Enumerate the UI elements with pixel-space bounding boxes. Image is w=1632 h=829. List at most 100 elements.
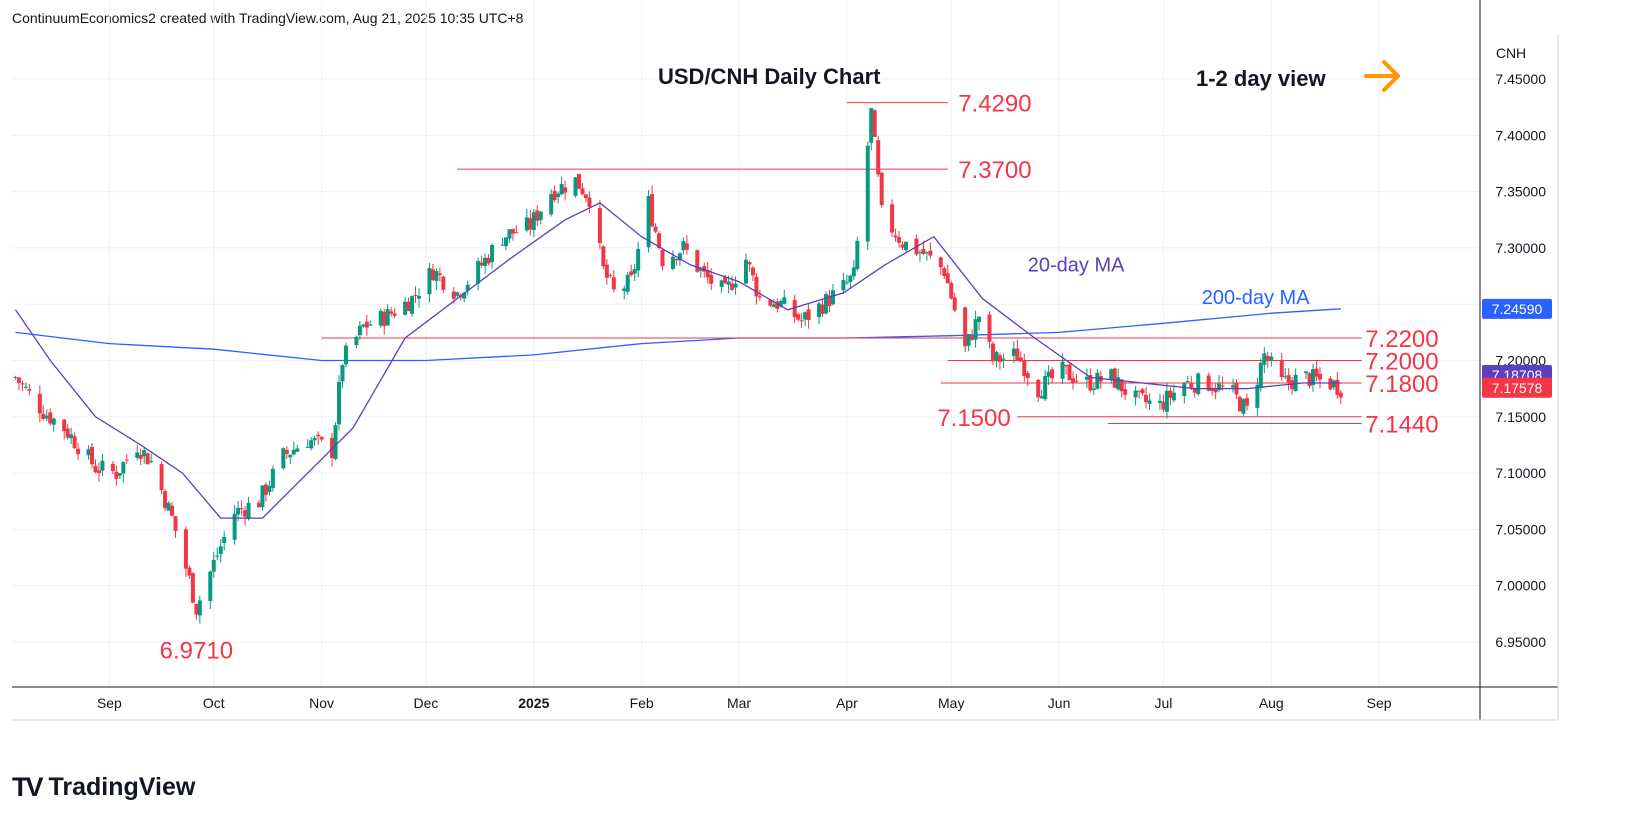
candle-body-115 (573, 177, 578, 196)
candle-body-95 (476, 260, 481, 284)
candle-body-148 (730, 283, 735, 290)
candle-body-215 (1060, 361, 1065, 379)
candle-body-33 (170, 505, 175, 516)
candle-body-258 (1265, 355, 1270, 361)
level-label-2: 7.2200 (1365, 326, 1438, 353)
candle-body-39 (197, 600, 202, 616)
candle-body-126 (625, 274, 630, 292)
candle-body-200 (987, 314, 992, 342)
candle-body-118 (583, 194, 588, 199)
candle-body-172 (848, 275, 853, 282)
y-tick-label-1: 7.00000 (1495, 578, 1546, 594)
candle-body-105 (524, 217, 529, 231)
candle-body-100 (500, 244, 505, 246)
chart-title: USD/CNH Daily Chart (658, 64, 881, 89)
axes-layer: 6.95000 7.00000 7.05000 7.10000 7.15000 7.200… (12, 0, 1559, 721)
candle-body-163 (803, 312, 808, 320)
y-tick-label-0: 6.95000 (1495, 634, 1546, 650)
candle-body-246 (1210, 388, 1215, 391)
candle-body-187 (921, 248, 926, 254)
candle-body-102 (507, 229, 512, 239)
candle-body-239 (1171, 392, 1176, 401)
candle-body-94 (465, 284, 470, 291)
candle-body-15 (86, 449, 91, 456)
candle-body-104 (514, 232, 519, 234)
candle-body-13 (72, 436, 77, 449)
candle-body-158 (778, 301, 783, 307)
candle-body-19 (100, 460, 105, 471)
ma200-layer (15, 308, 1341, 362)
candle-body-27 (142, 450, 147, 457)
candle-body-271 (1331, 380, 1336, 388)
candle-body-145 (719, 280, 724, 288)
candle-body-231 (1137, 390, 1142, 392)
candle-body-259 (1269, 356, 1274, 361)
candle-body-235 (1157, 400, 1162, 404)
candle-body-210 (1036, 379, 1041, 398)
candle-body-165 (817, 303, 822, 318)
candle-body-223 (1095, 372, 1100, 389)
candle-body-203 (997, 355, 1002, 362)
y-tick-label-10: 7.45000 (1495, 71, 1546, 87)
tradingview-brand[interactable]: TV TradingView (12, 772, 195, 803)
candle-body-196 (966, 334, 971, 346)
x-tick-label-9: Jun (1048, 695, 1071, 711)
candle-body-141 (698, 268, 703, 271)
candle-body-249 (1220, 385, 1225, 387)
candle-body-24 (124, 459, 129, 461)
candle-body-40 (208, 571, 213, 601)
candle-body-43 (218, 546, 223, 555)
candle-body-127 (629, 271, 634, 276)
candle-body-255 (1255, 384, 1260, 408)
candle-body-83 (413, 295, 418, 297)
candle-body-25 (135, 452, 140, 458)
candle-body-63 (316, 434, 321, 437)
candle-body-160 (792, 300, 797, 318)
candle-body-89 (441, 276, 446, 290)
candle-body-50 (256, 502, 261, 508)
candle-body-35 (183, 529, 188, 569)
candle-body-131 (650, 194, 655, 227)
candle-body-245 (1206, 375, 1211, 391)
candle-body-1 (16, 377, 21, 383)
candle-body-107 (531, 212, 536, 230)
candle-body-228 (1119, 379, 1124, 392)
candle-body-254 (1244, 398, 1249, 406)
candle-body-202 (994, 351, 999, 361)
candle-body-51 (260, 485, 265, 508)
candle-body-227 (1116, 377, 1121, 390)
candle-body-71 (357, 325, 362, 336)
candle-body-112 (556, 193, 561, 198)
candle-body-76 (382, 311, 387, 327)
candle-body-198 (973, 319, 978, 340)
candle-body-37 (190, 573, 195, 603)
candle-body-3 (23, 386, 28, 388)
candle-body-207 (1018, 357, 1023, 362)
x-tick-label-4: 2025 (518, 695, 549, 711)
candle-body-97 (483, 257, 488, 266)
candle-body-175 (865, 145, 870, 242)
candle-body-197 (970, 335, 975, 340)
x-tick-label-1: Oct (203, 695, 225, 711)
candle-body-162 (799, 320, 804, 322)
candle-body-183 (900, 244, 905, 248)
candle-body-75 (378, 310, 383, 326)
candle-body-177 (872, 110, 877, 137)
candle-body-161 (796, 314, 801, 320)
candle-body-123 (608, 275, 613, 277)
candle-body-20 (110, 463, 115, 472)
candle-body-53 (267, 485, 272, 493)
candle-body-257 (1262, 353, 1267, 365)
candle-body-79 (392, 313, 397, 316)
candle-body-152 (750, 267, 755, 276)
candle-body-137 (677, 253, 682, 261)
candle-body-262 (1286, 375, 1291, 383)
candle-body-270 (1328, 378, 1333, 390)
candle-body-176 (869, 108, 874, 143)
candle-body-214 (1050, 369, 1055, 379)
x-tick-label-6: Mar (727, 695, 751, 711)
level-label-1: 7.3700 (958, 157, 1031, 184)
candle-body-232 (1140, 389, 1145, 394)
